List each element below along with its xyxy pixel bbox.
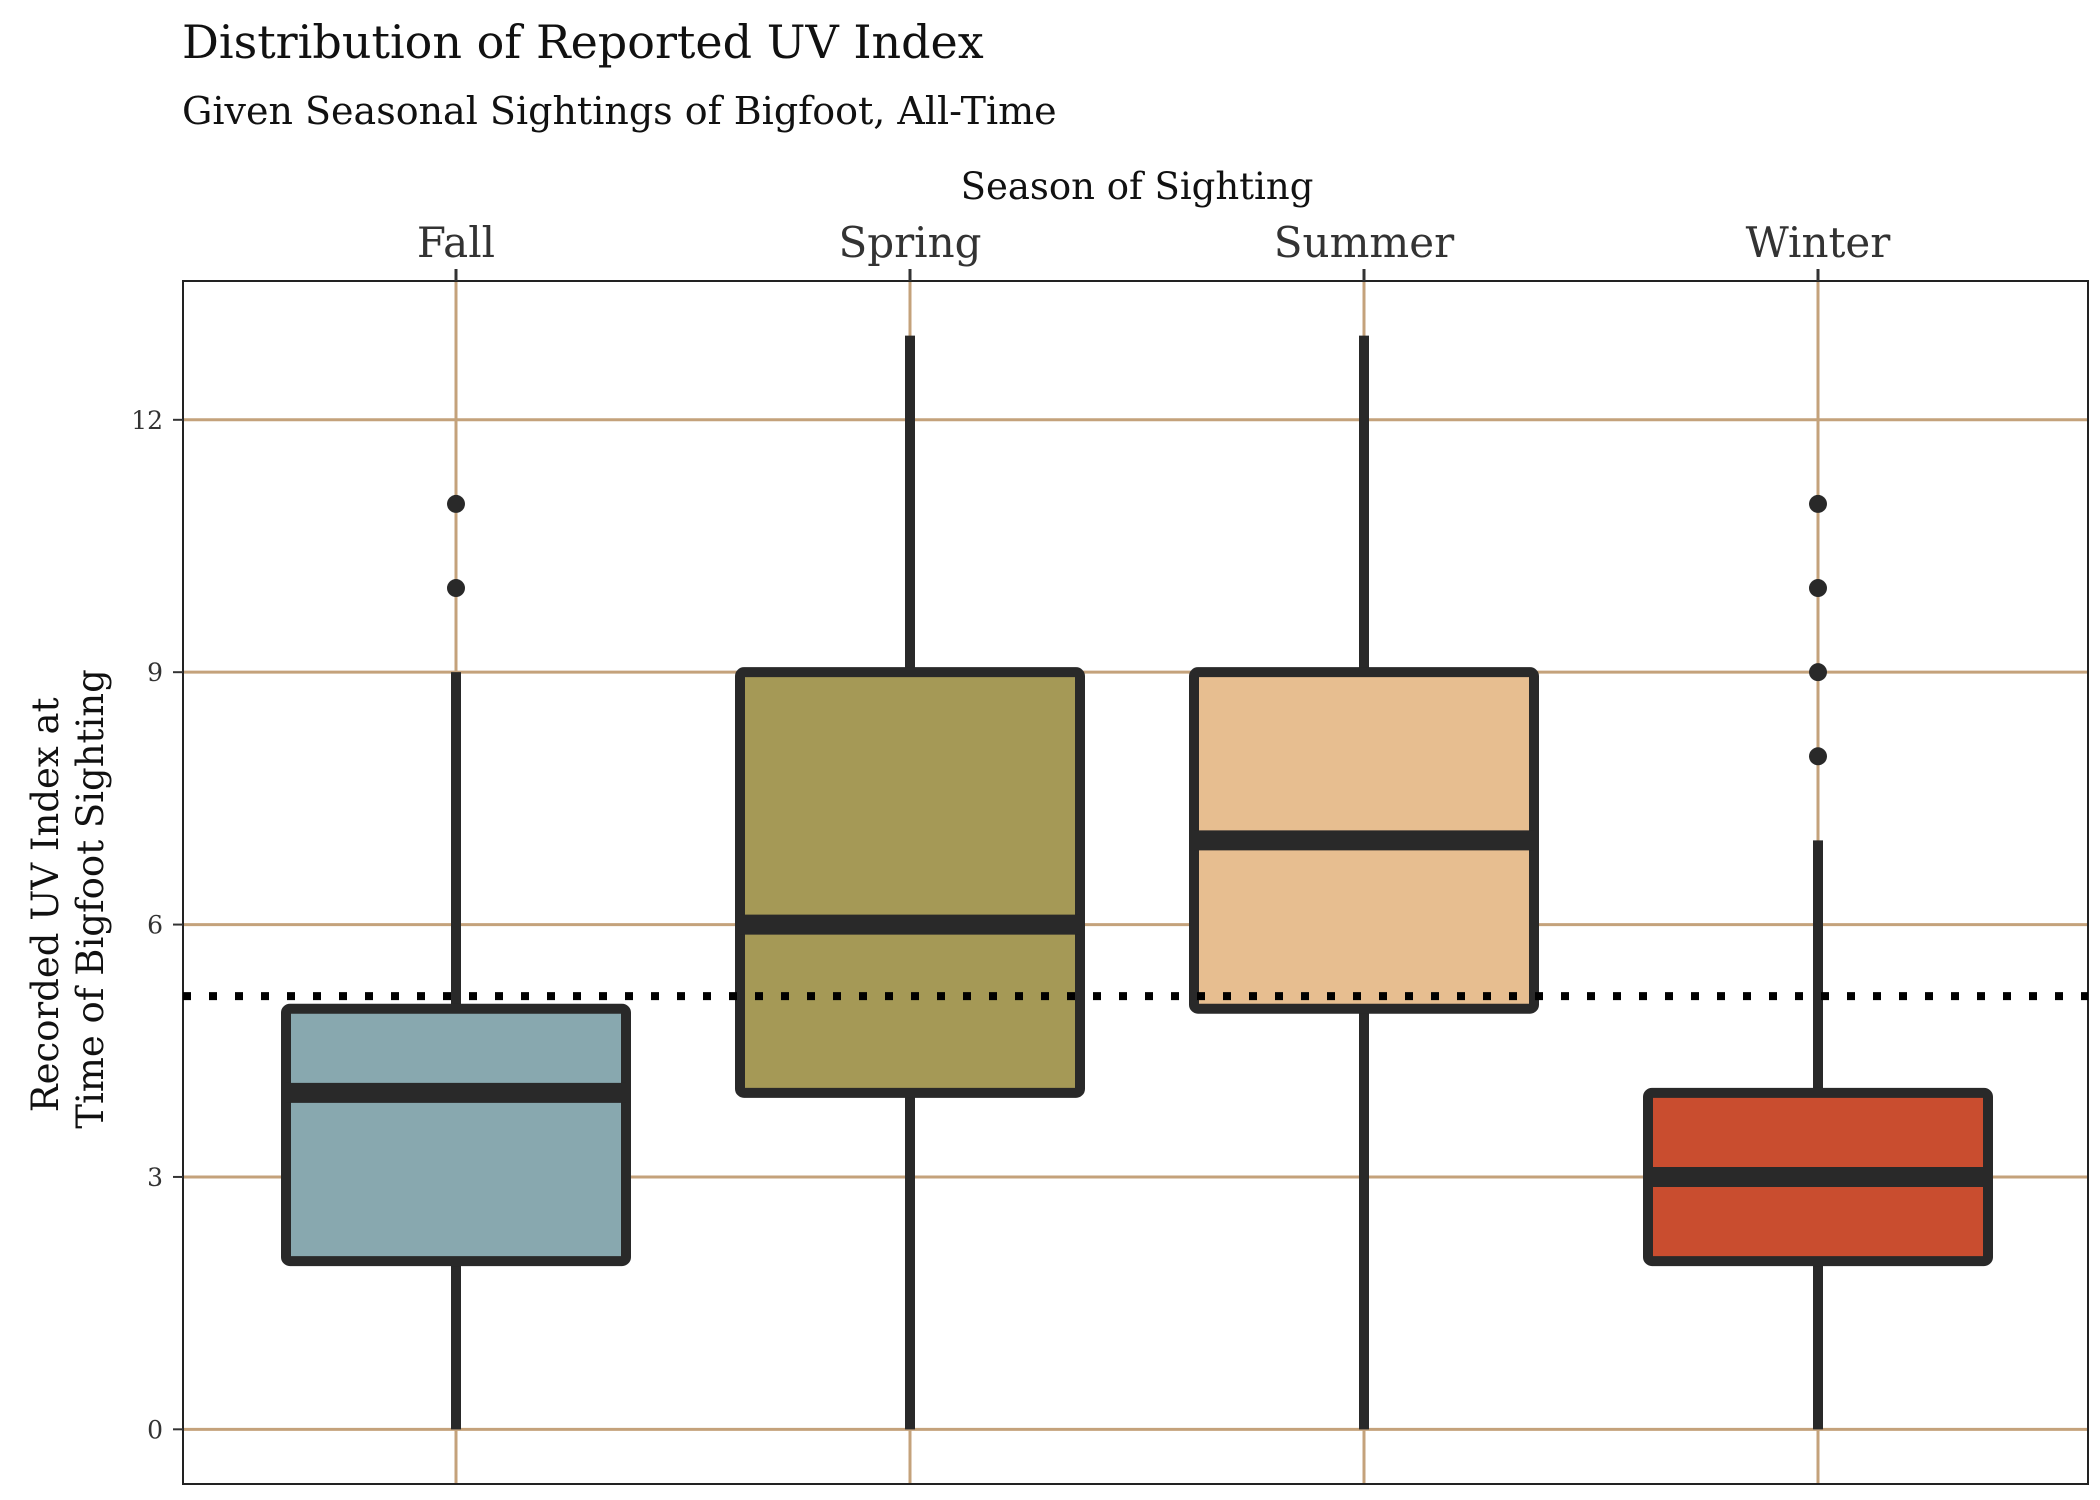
x-tick-label: Summer (1274, 218, 1455, 267)
y-tick-label: 9 (147, 658, 163, 687)
x-tick-label: Winter (1746, 218, 1892, 267)
y-tick-label: 0 (147, 1415, 163, 1444)
y-axis-title-line-2: Time of Bigfoot Sighting (69, 669, 112, 1128)
outlier-point (1809, 579, 1827, 598)
box-body (281, 1003, 631, 1267)
outlier-point (1809, 663, 1827, 682)
outlier-point (1809, 494, 1827, 513)
outlier-point (447, 494, 465, 513)
x-axis-title: Season of Sighting (961, 165, 1314, 208)
plot-area: Fall Spring Summer Winter 0 3 6 9 12 (131, 218, 2089, 1485)
x-tick-label: Spring (838, 218, 981, 267)
y-axis-title-line-1: Recorded UV Index at (24, 697, 67, 1112)
y-tick-label: 3 (147, 1163, 163, 1192)
outlier-point (447, 579, 465, 598)
x-tick-label: Fall (417, 218, 495, 267)
y-axis-title: Recorded UV Index at Time of Bigfoot Sig… (24, 669, 112, 1128)
chart-title: Distribution of Reported UV Index (182, 15, 984, 69)
panel-border (182, 280, 2089, 1485)
y-tick-label: 12 (131, 406, 163, 435)
box-body (735, 667, 1085, 1098)
chart-subtitle: Given Seasonal Sightings of Bigfoot, All… (182, 89, 1057, 133)
y-tick-label: 6 (147, 911, 163, 940)
outlier-point (1809, 747, 1827, 766)
